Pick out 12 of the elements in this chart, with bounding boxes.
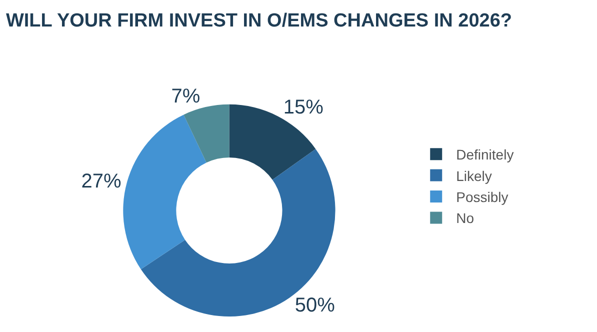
donut-slice (184, 104, 230, 163)
donut-slice (140, 148, 336, 317)
legend-label: Possibly (456, 188, 508, 205)
legend-label: Definitely (456, 146, 514, 163)
chart-title: WILL YOUR FIRM INVEST IN O/EMS CHANGES IN 2026? (6, 10, 512, 32)
data-label: 50% (294, 294, 336, 316)
data-label: 7% (171, 86, 200, 108)
donut-slice (123, 114, 206, 270)
legend-label: Likely (456, 168, 492, 184)
data-label: 27% (81, 170, 122, 192)
data-label: 15% (283, 96, 324, 118)
legend-label: No (456, 210, 474, 226)
